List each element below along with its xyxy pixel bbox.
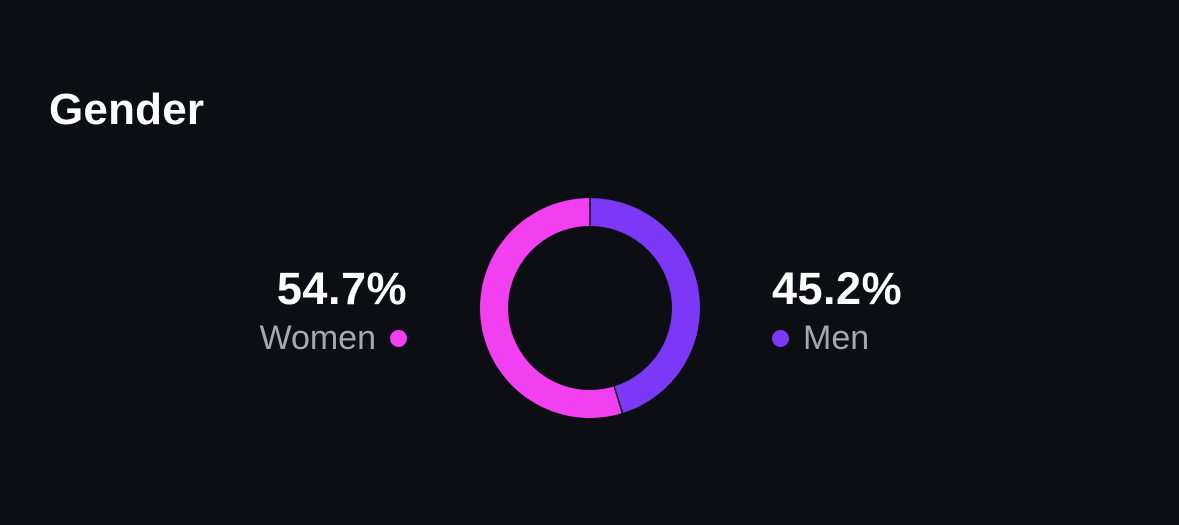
legend-women: 54.7% Women bbox=[259, 262, 407, 360]
women-label: Women bbox=[259, 319, 376, 357]
donut-slice-men bbox=[590, 198, 700, 413]
men-label: Men bbox=[803, 319, 870, 357]
donut-chart bbox=[479, 198, 700, 418]
chart-title: Gender bbox=[49, 85, 205, 134]
legend-men: 45.2% Men bbox=[772, 262, 902, 360]
women-dot-icon bbox=[390, 329, 407, 347]
women-percentage: 54.7% bbox=[276, 263, 407, 314]
men-dot-icon bbox=[772, 329, 789, 347]
men-percentage: 45.2% bbox=[772, 263, 903, 314]
donut-slice-women bbox=[479, 198, 622, 418]
